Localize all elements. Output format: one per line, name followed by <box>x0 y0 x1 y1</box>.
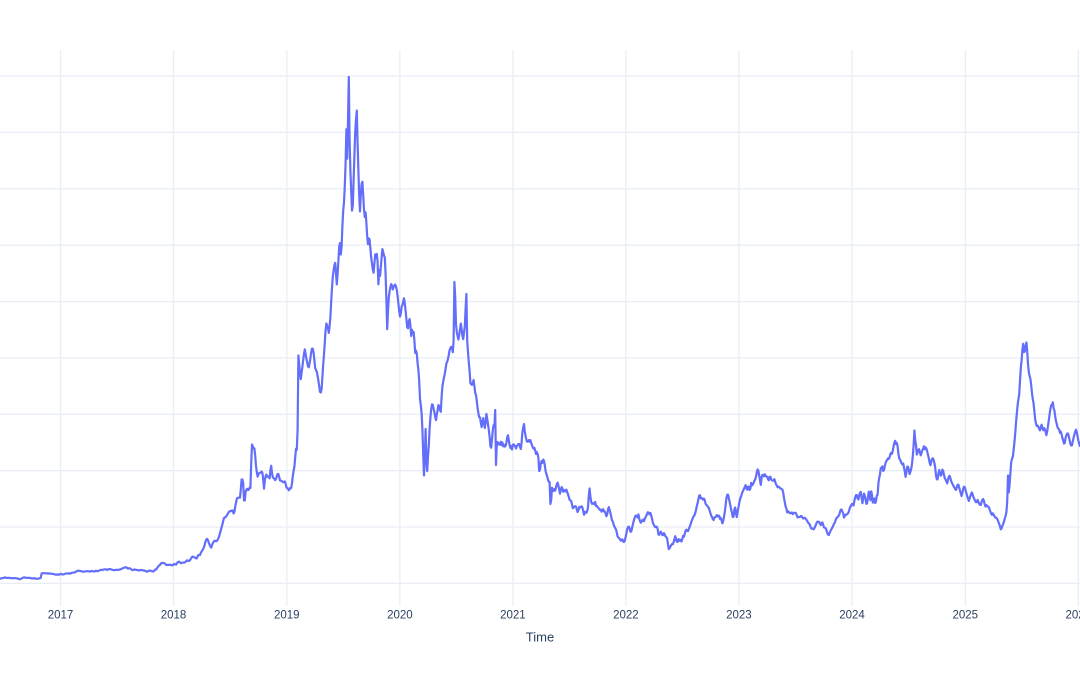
svg-text:2018: 2018 <box>161 610 187 622</box>
svg-text:Time: Time <box>526 630 554 645</box>
svg-text:2021: 2021 <box>500 610 526 622</box>
svg-text:2022: 2022 <box>613 610 639 622</box>
svg-text:2026: 2026 <box>1066 610 1080 622</box>
svg-text:2023: 2023 <box>726 610 752 622</box>
svg-text:2017: 2017 <box>48 610 74 622</box>
svg-text:2020: 2020 <box>387 610 413 622</box>
svg-text:2019: 2019 <box>274 610 300 622</box>
svg-text:2024: 2024 <box>839 610 865 622</box>
svg-text:2025: 2025 <box>953 610 979 622</box>
